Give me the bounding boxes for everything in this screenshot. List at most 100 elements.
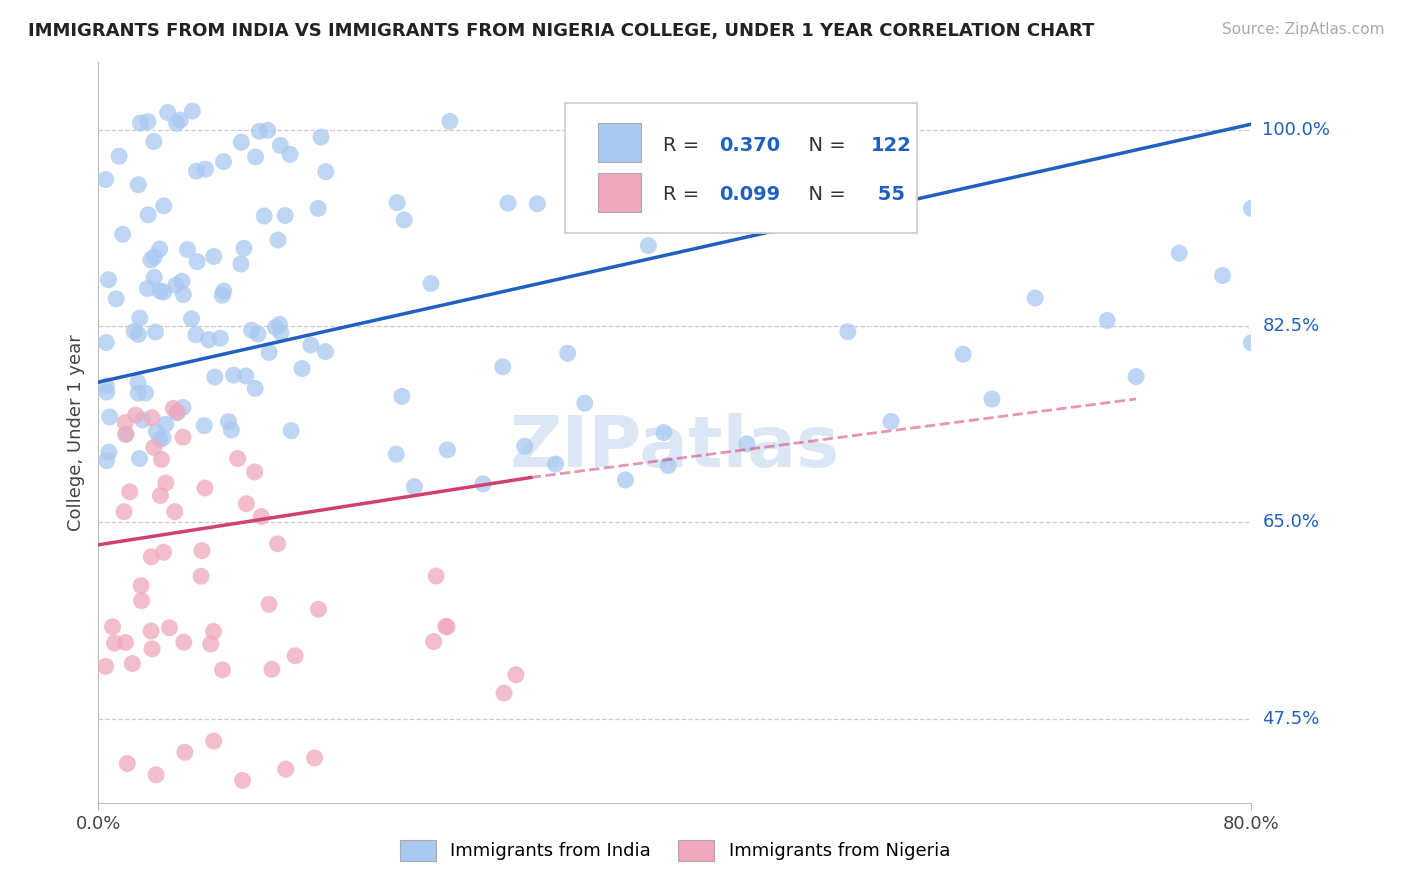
Point <box>637 238 659 252</box>
Point <box>232 241 254 255</box>
Point <box>267 233 290 247</box>
Point <box>291 361 314 376</box>
Point <box>128 311 150 326</box>
Point <box>1024 291 1046 305</box>
Point <box>129 578 152 592</box>
Point <box>260 662 283 676</box>
Point <box>111 227 134 242</box>
Point <box>114 416 136 430</box>
Point <box>136 282 159 296</box>
Point <box>114 427 136 442</box>
Point <box>231 135 253 149</box>
Point <box>145 424 167 438</box>
Point <box>105 292 128 306</box>
Point <box>392 213 415 227</box>
Point <box>163 505 186 519</box>
Point <box>202 734 225 748</box>
Point <box>128 451 150 466</box>
Point <box>145 768 167 782</box>
Point <box>124 408 146 422</box>
Point <box>492 359 515 374</box>
Point <box>221 423 243 437</box>
Point <box>149 489 172 503</box>
Point <box>315 164 337 178</box>
Point <box>235 368 257 383</box>
Point <box>422 634 444 648</box>
Point <box>657 458 679 473</box>
Point <box>505 667 527 681</box>
Point <box>156 105 179 120</box>
Text: 82.5%: 82.5% <box>1263 317 1320 335</box>
Point <box>266 537 288 551</box>
Point <box>172 430 194 444</box>
Point <box>186 254 208 268</box>
Point <box>257 345 280 359</box>
Point <box>131 593 153 607</box>
Point <box>264 320 287 334</box>
Point <box>981 392 1004 406</box>
Point <box>166 406 188 420</box>
Text: 65.0%: 65.0% <box>1263 514 1319 532</box>
Point <box>243 382 266 396</box>
Point <box>101 620 124 634</box>
Point <box>114 635 136 649</box>
Point <box>1125 369 1147 384</box>
Point <box>117 756 139 771</box>
Point <box>94 172 117 186</box>
Point <box>143 250 166 264</box>
Point <box>574 396 596 410</box>
Point <box>172 287 194 301</box>
Point <box>212 284 235 298</box>
Point <box>139 624 162 638</box>
Point <box>1212 268 1234 283</box>
Text: 100.0%: 100.0% <box>1263 120 1330 139</box>
Point <box>176 243 198 257</box>
Point <box>614 473 637 487</box>
Point <box>127 386 149 401</box>
Point <box>1240 335 1263 350</box>
Point <box>166 405 188 419</box>
Point <box>436 442 458 457</box>
Point <box>269 138 291 153</box>
Point <box>492 686 515 700</box>
Point <box>165 278 187 293</box>
Text: Source: ZipAtlas.com: Source: ZipAtlas.com <box>1222 22 1385 37</box>
Point <box>391 389 413 403</box>
Point <box>193 418 215 433</box>
Point <box>127 327 149 342</box>
Point <box>152 199 174 213</box>
Point <box>152 431 174 445</box>
Point <box>880 414 903 428</box>
Point <box>181 103 204 118</box>
Point <box>434 619 457 633</box>
Point <box>229 257 252 271</box>
Point <box>217 415 239 429</box>
Point <box>425 569 447 583</box>
Point <box>211 288 233 302</box>
Point <box>202 250 225 264</box>
Point <box>150 452 173 467</box>
Point <box>97 273 120 287</box>
Point <box>115 427 138 442</box>
Point <box>145 325 167 339</box>
Point <box>194 481 217 495</box>
Point <box>211 663 233 677</box>
Point <box>127 178 149 192</box>
Point <box>162 401 184 416</box>
Point <box>96 453 118 467</box>
Point <box>170 274 193 288</box>
Point <box>172 401 194 415</box>
Point <box>202 624 225 639</box>
Legend: Immigrants from India, Immigrants from Nigeria: Immigrants from India, Immigrants from N… <box>392 832 957 868</box>
Point <box>735 437 758 451</box>
Point <box>197 333 219 347</box>
Point <box>141 410 163 425</box>
Point <box>96 335 118 350</box>
Point <box>557 346 579 360</box>
Point <box>121 657 143 671</box>
Text: 55: 55 <box>870 185 905 203</box>
Point <box>385 195 408 210</box>
Point <box>184 327 207 342</box>
Point <box>155 417 177 432</box>
Text: R =: R = <box>664 136 706 155</box>
